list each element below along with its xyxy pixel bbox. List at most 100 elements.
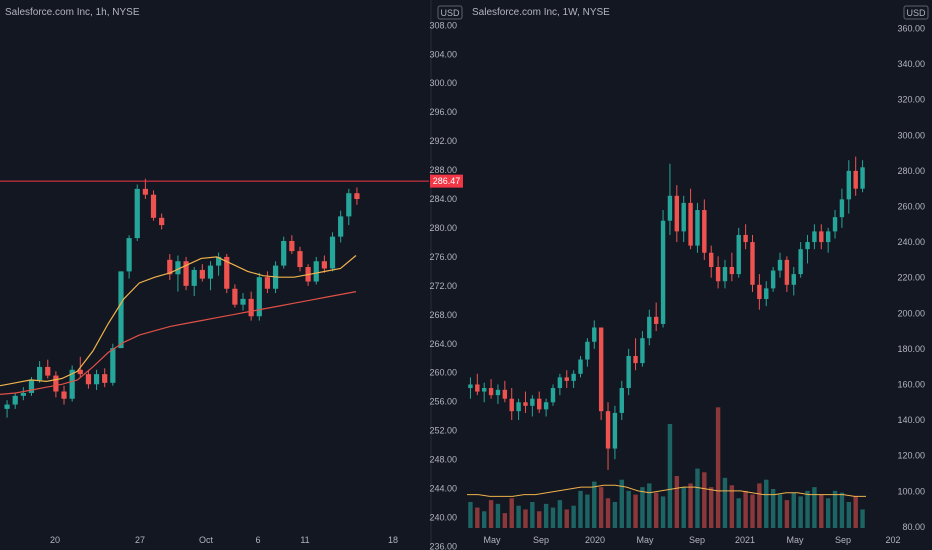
weekly-candle-body [798, 249, 803, 275]
weekly-time-tick: Sep [689, 535, 705, 545]
weekly-price-tick: 80.00 [902, 522, 925, 532]
weekly-volume-bar [812, 487, 817, 528]
weekly-candles [468, 156, 865, 470]
weekly-volume-bar [819, 494, 824, 528]
hourly-price-tick: 296.00 [429, 107, 457, 117]
weekly-candle-body [784, 259, 790, 285]
hourly-candle-body [28, 379, 35, 393]
weekly-currency-label: USD [906, 8, 926, 18]
weekly-volume-bar [798, 496, 803, 528]
weekly-time-tick: 2021 [735, 535, 755, 545]
weekly-candle-body [750, 242, 755, 285]
hourly-candle-body [110, 348, 116, 383]
weekly-volume-bar [523, 509, 528, 528]
weekly-volume-bar [853, 496, 858, 528]
weekly-candle-body [757, 284, 762, 300]
weekly-volume-bar [784, 500, 790, 528]
weekly-candle-body [543, 402, 549, 410]
weekly-candle-body [791, 274, 796, 285]
weekly-candle-body [777, 259, 783, 271]
weekly-volume-bar [777, 494, 783, 528]
hourly-price-tick: 304.00 [429, 49, 457, 59]
weekly-time-tick: 202 [885, 535, 900, 545]
weekly-volume-bar [722, 477, 728, 528]
weekly-volume-bar [757, 483, 762, 528]
weekly-candle-body [770, 270, 776, 289]
hourly-price-tick: 288.00 [429, 165, 457, 175]
hourly-candle-body [224, 256, 230, 289]
hourly-price-tick: 260.00 [429, 368, 457, 378]
hourly-price-tick: 276.00 [429, 252, 457, 262]
weekly-volume-bar [832, 490, 838, 528]
weekly-time-axis[interactable]: May Sep 2020 May Sep 2021 May Sep 202 [483, 535, 900, 545]
hourly-candle-body [12, 395, 18, 405]
price-line-value: 286.47 [433, 176, 461, 186]
weekly-price-tick: 120.00 [897, 451, 925, 461]
hourly-candle-body [167, 259, 173, 275]
weekly-volume-bar [674, 476, 680, 528]
weekly-candle-body [598, 327, 604, 412]
hourly-candle-body [207, 265, 214, 279]
weekly-volume-bar [564, 509, 569, 528]
weekly-price-tick: 260.00 [897, 201, 925, 211]
hourly-candle-body [289, 240, 295, 252]
weekly-volume-bar [550, 507, 556, 528]
hourly-candle-body [354, 193, 360, 200]
weekly-volume-bar [702, 472, 707, 528]
weekly-volume-bar [605, 498, 611, 528]
weekly-volume-bar [736, 498, 741, 528]
weekly-volume-bar [592, 481, 597, 528]
hourly-time-tick: Oct [199, 535, 214, 545]
hourly-candle-body [134, 188, 140, 239]
weekly-volume-bar [578, 490, 583, 528]
weekly-price-tick: 320.00 [897, 95, 925, 105]
weekly-price-tick: 100.00 [897, 486, 925, 496]
weekly-volume-bar [729, 485, 735, 528]
weekly-currency-button[interactable]: USD [903, 5, 929, 20]
weekly-candle-body [475, 384, 480, 392]
weekly-volume-bar [709, 487, 714, 528]
weekly-candle-body [660, 220, 666, 324]
weekly-volume-bar [660, 496, 666, 528]
weekly-volume-bar [681, 487, 686, 528]
hourly-slow-moving-average [0, 291, 357, 395]
hourly-candle-body [256, 277, 262, 317]
weekly-volume-bar [647, 483, 652, 528]
weekly-candle-body [805, 242, 810, 250]
weekly-candle-body [736, 234, 741, 275]
hourly-chart-title: Salesforce.com Inc, 1h, NYSE [5, 7, 140, 18]
hourly-candle-body [93, 374, 100, 385]
hourly-candle-body [45, 366, 51, 376]
hourly-currency-button[interactable]: USD [437, 5, 463, 20]
weekly-price-axis[interactable]: 360.00 340.00 320.00 300.00 280.00 260.00 240.… [897, 23, 925, 531]
weekly-candle-body [709, 252, 714, 267]
weekly-price-tick: 280.00 [897, 166, 925, 176]
weekly-candle-body [481, 388, 487, 392]
hourly-time-tick: 27 [135, 535, 145, 545]
weekly-volume-moving-average [467, 484, 866, 497]
weekly-chart-pane[interactable]: Salesforce.com Inc, 1W, NYSE USD 360.003… [467, 5, 929, 545]
weekly-candle-body [578, 359, 583, 374]
hourly-candle-body [118, 271, 124, 349]
weekly-volume-bars [468, 407, 865, 528]
weekly-candle-body [612, 412, 618, 449]
hourly-candle-body [85, 374, 92, 385]
weekly-price-tick: 220.00 [897, 273, 925, 283]
hourly-candle-body [159, 217, 165, 226]
weekly-volume-bar [488, 500, 494, 528]
weekly-volume-bar [667, 424, 673, 528]
weekly-candle-body [468, 384, 473, 389]
weekly-volume-bar [619, 479, 624, 528]
hourly-candle-body [4, 404, 10, 409]
hourly-time-axis[interactable]: 20 27 Oct 6 11 18 [50, 535, 398, 545]
hourly-candle-body [346, 193, 352, 217]
weekly-candle-body [839, 199, 845, 218]
hourly-price-axis[interactable]: 308.00 304.00 300.00 296.00 292.00 288.00 284.… [429, 20, 457, 550]
hourly-candle-body [20, 392, 26, 396]
weekly-volume-bar [481, 511, 487, 528]
weekly-candle-body [564, 377, 569, 381]
hourly-chart-pane[interactable]: Salesforce.com Inc, 1h, NYSE USD 308.003… [0, 5, 463, 550]
weekly-volume-bar [537, 511, 542, 528]
weekly-volume-bar [750, 494, 755, 528]
